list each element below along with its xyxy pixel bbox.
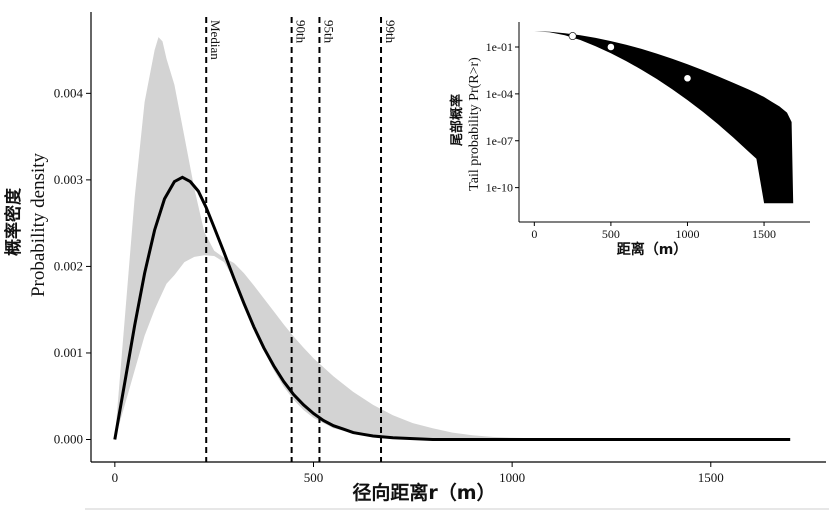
inset-x-axis-title: 距离（m） <box>617 241 688 258</box>
inset-x-tick-label: 1000 <box>675 227 699 241</box>
x-tick-label: 500 <box>304 470 324 485</box>
main-density-panel: Median 90th 95th 99th 0.0000.0010.0020.0030… <box>3 12 826 504</box>
y-tick-label: 0.001 <box>54 345 83 360</box>
inset-y-axis-title-cn: 尾部概率 <box>449 94 465 146</box>
x-ticks: 0 500 1000 1500 <box>112 462 724 485</box>
inset-point <box>606 43 615 51</box>
x-tick-label: 0 <box>112 470 119 485</box>
y-axis-title-en: Probability density <box>28 152 49 297</box>
inset-x-tick-label: 500 <box>602 227 620 241</box>
inset-point <box>683 74 692 83</box>
x-tick-label: 1000 <box>499 470 525 485</box>
y-tick-label: 0.000 <box>54 432 83 447</box>
percentile-label: 95th <box>321 20 336 44</box>
density-curve <box>113 175 791 441</box>
percentile-label: 90th <box>294 20 309 44</box>
inset-point <box>568 32 577 40</box>
x-axis-title: 径向距离r（m） <box>352 481 495 504</box>
uncertainty-band <box>114 37 791 440</box>
y-tick-label: 0.004 <box>54 85 84 100</box>
inset-y-tick-label: 1e-01 <box>486 40 513 54</box>
y-tick-label: 0.003 <box>54 172 83 187</box>
inset-x-tick-label: 1500 <box>752 227 776 241</box>
inset-x-ticks: 0 500 1000 1500 <box>531 222 776 241</box>
x-tick-label: 1500 <box>698 470 724 485</box>
inset-y-tick-label: 1e-07 <box>486 134 513 148</box>
percentile-label: Median <box>208 20 223 60</box>
inset-y-axis-title-en: Tail probability Pr(R>r) <box>467 57 482 191</box>
percentile-label: 99th <box>383 20 398 44</box>
y-axis-title-cn: 概率密度 <box>3 187 24 256</box>
percentile-lines: Median 90th 95th 99th <box>205 17 398 462</box>
inset-tail-band <box>534 31 794 204</box>
inset-points <box>568 32 692 83</box>
inset-y-tick-label: 1e-04 <box>486 87 513 101</box>
inset-x-tick-label: 0 <box>531 227 537 241</box>
y-tick-label: 0.002 <box>54 258 83 273</box>
inset-y-ticks: 1e-01 1e-04 1e-07 1e-10 <box>486 40 519 195</box>
y-ticks: 0.000 0.001 0.002 0.003 0.004 <box>54 85 91 447</box>
inset-y-tick-label: 1e-10 <box>486 181 513 195</box>
